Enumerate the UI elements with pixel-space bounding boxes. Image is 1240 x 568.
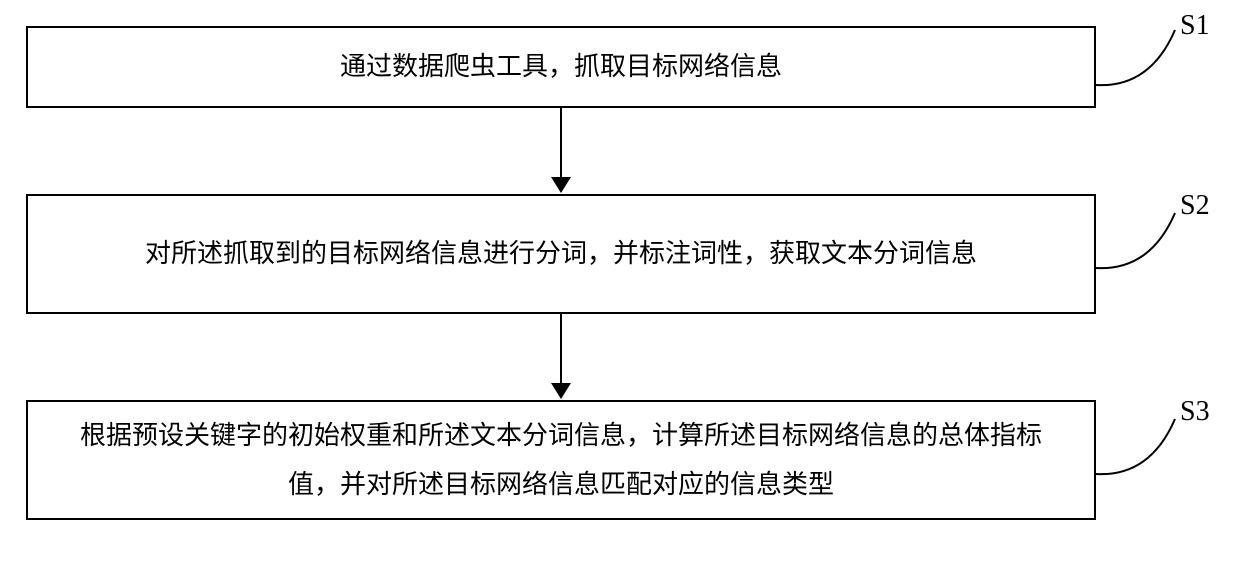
label-curve-s2	[1091, 208, 1180, 276]
step-text-s3: 根据预设关键字的初始权重和所述文本分词信息，计算所述目标网络信息的总体指标值，并…	[58, 411, 1064, 510]
flowchart-container: 通过数据爬虫工具，抓取目标网络信息 S1 对所述抓取到的目标网络信息进行分词，并…	[0, 0, 1240, 568]
step-box-s2: 对所述抓取到的目标网络信息进行分词，并标注词性，获取文本分词信息	[26, 194, 1096, 314]
arrow-line	[560, 108, 562, 178]
step-box-s3: 根据预设关键字的初始权重和所述文本分词信息，计算所述目标网络信息的总体指标值，并…	[26, 400, 1096, 520]
label-curve-s3	[1091, 414, 1180, 482]
step-label-s1: S1	[1180, 10, 1210, 42]
step-box-s1: 通过数据爬虫工具，抓取目标网络信息	[26, 26, 1096, 108]
label-curve-s1	[1091, 25, 1180, 93]
arrow-head-icon	[551, 177, 571, 193]
arrow-line	[560, 314, 562, 384]
step-label-s3: S3	[1180, 396, 1210, 428]
step-text-s2: 对所述抓取到的目标网络信息进行分词，并标注词性，获取文本分词信息	[58, 229, 1064, 278]
arrow-head-icon	[551, 383, 571, 399]
step-text-s1: 通过数据爬虫工具，抓取目标网络信息	[58, 42, 1064, 91]
step-label-s2: S2	[1180, 190, 1210, 222]
arrow-s1-s2	[551, 108, 571, 193]
arrow-s2-s3	[551, 314, 571, 399]
